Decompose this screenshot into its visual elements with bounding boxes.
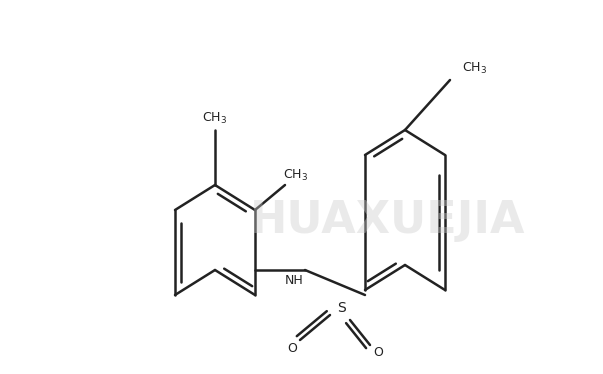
Text: S: S — [336, 301, 346, 315]
Text: CH$_3$: CH$_3$ — [203, 110, 227, 126]
Text: CH$_3$: CH$_3$ — [283, 168, 309, 183]
Text: HUAXUEJIA: HUAXUEJIA — [250, 199, 525, 242]
Text: O: O — [287, 341, 297, 355]
Text: NH: NH — [285, 273, 304, 286]
Text: CH$_3$: CH$_3$ — [462, 61, 487, 76]
Text: O: O — [373, 346, 383, 359]
